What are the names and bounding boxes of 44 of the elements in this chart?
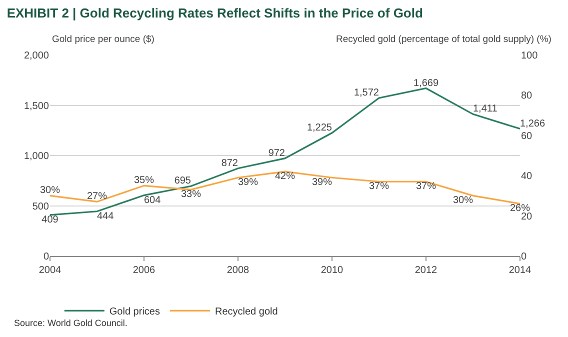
legend-label: Recycled gold (214, 306, 278, 318)
data-label: 42% (274, 171, 296, 182)
data-label: 972 (268, 148, 286, 159)
data-label: 1,266 (520, 118, 546, 130)
x-tick-label: 2008 (226, 265, 250, 276)
y2-tick-label: 60 (521, 130, 533, 142)
y2-tick-label: 100 (521, 50, 538, 62)
data-label: 872 (221, 158, 238, 169)
x-tick-label: 2004 (38, 265, 62, 276)
y2-tick-label: 80 (521, 90, 533, 102)
y-tick-label: 2,000 (24, 50, 50, 62)
data-label: 1,669 (413, 78, 439, 89)
x-tick-label: 2006 (132, 265, 156, 276)
y-tick-label: 1,500 (24, 100, 50, 112)
data-label: 35% (134, 175, 154, 186)
data-label: 33% (180, 189, 202, 200)
data-label: 39% (312, 177, 332, 188)
data-label: 604 (144, 194, 162, 206)
y2-tick-label: 20 (521, 211, 533, 222)
source-note: Source: World Gold Council. (14, 318, 128, 328)
data-label: 695 (174, 176, 192, 187)
y2-tick-label: 40 (521, 171, 533, 182)
x-tick-label: 2012 (414, 265, 438, 276)
legend-label: Gold prices (109, 306, 160, 318)
data-label: 37% (416, 181, 436, 192)
data-label: 30% (452, 195, 474, 206)
y-axis-title: Gold price per ounce ($) (52, 34, 154, 45)
y-tick-label: 0 (43, 252, 50, 262)
data-label: 444 (97, 210, 114, 222)
data-label: 409 (42, 214, 59, 226)
data-label: 1,225 (306, 122, 332, 134)
y2-axis-title: Recycled gold (percentage of total gold supply) (%) (336, 34, 552, 45)
chart-title: EXHIBIT 2 | Gold Recycling Rates Reflect Shifts in the Price of Gold (6, 6, 423, 21)
y-tick-label: 1,000 (24, 151, 50, 162)
x-tick-label: 2010 (320, 265, 344, 276)
x-tick-label: 2014 (508, 265, 532, 276)
y2-tick-label: 0 (521, 252, 527, 262)
data-label: 39% (238, 177, 258, 188)
data-label: 27% (86, 191, 108, 202)
data-label: 37% (368, 181, 390, 192)
data-label: 1,572 (354, 88, 380, 99)
data-label: 1,411 (473, 104, 498, 115)
data-label: 30% (40, 185, 60, 196)
y-tick-label: 500 (32, 201, 50, 212)
